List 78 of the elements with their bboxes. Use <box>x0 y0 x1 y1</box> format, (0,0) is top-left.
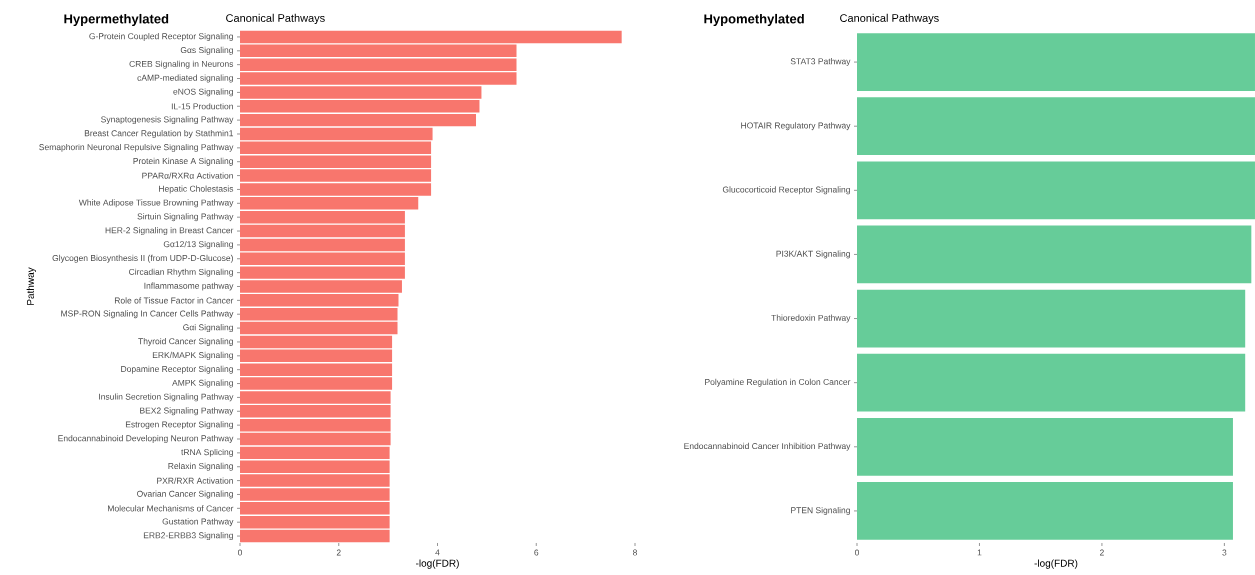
y-tick-label: HOTAIR Regulatory Pathway <box>741 122 851 131</box>
y-tick-label: Sirtuin Signaling Pathway <box>137 213 234 222</box>
x-tick-label: 4 <box>435 549 440 556</box>
y-tick-label: G-Protein Coupled Receptor Signaling <box>89 32 233 41</box>
y-tick-label: Glycogen Biosynthesis II (from UDP-D-Glucose) <box>52 254 233 263</box>
bar <box>857 289 1246 348</box>
bar <box>240 529 390 543</box>
y-tick-label: Gα12/13 Signaling <box>163 240 233 249</box>
bar <box>857 97 1255 156</box>
x-tick-label: 2 <box>1099 549 1104 556</box>
bar <box>857 482 1233 540</box>
y-tick-label: MSP-RON Signaling In Cancer Cells Pathway <box>61 310 234 319</box>
y-tick-label: Molecular Mechanisms of Cancer <box>108 505 234 512</box>
x-tick-label: 6 <box>534 549 539 556</box>
y-tick-label: Circadian Rhythm Signaling <box>129 268 233 277</box>
bar <box>857 417 1233 476</box>
y-tick-label: Dopamine Receptor Signaling <box>121 365 233 374</box>
bar <box>240 224 405 238</box>
y-tick-label: Insulin Secretion Signaling Pathway <box>99 393 234 402</box>
chart-subtitle: Canonical Pathways <box>226 13 325 25</box>
y-tick-label: BEX2 Signaling Pathway <box>140 407 234 416</box>
x-tick-label: 0 <box>237 549 243 556</box>
chart-title: Hypomethylated <box>704 13 804 27</box>
x-axis-title: -log(FDR) <box>1034 559 1078 569</box>
y-tick-label: Inflammasome pathway <box>144 282 234 291</box>
bar <box>857 33 1255 91</box>
y-tick-label: PPARα/RXRα Activation <box>142 172 233 179</box>
y-tick-label: Thioredoxin Pathway <box>771 314 851 323</box>
y-tick-label: Ovarian Cancer Signaling <box>137 490 233 499</box>
y-tick-label: eNOS Signaling <box>173 88 233 97</box>
bar <box>240 321 398 335</box>
y-tick-label: cAMP-mediated signaling <box>137 74 233 83</box>
y-tick-label: White Adipose Tissue Browning Pathway <box>78 199 234 208</box>
x-axis-title: -log(FDR) <box>416 559 459 569</box>
x-tick-label: 0 <box>854 549 860 556</box>
bar <box>857 161 1255 220</box>
y-tick-label: tRNA Splicing <box>181 448 233 457</box>
y-tick-label: ERK/MAPK Signaling <box>152 351 233 360</box>
x-tick-label: 3 <box>1222 549 1227 556</box>
text: Hypermethylated <box>64 13 169 27</box>
y-tick-label: Gαs Signaling <box>180 46 233 55</box>
y-tick-label: Endocannabinoid Cancer Inhibition Pathway <box>684 442 851 451</box>
y-tick-label: PXR/RXR Activation <box>157 477 233 484</box>
bar <box>240 335 393 349</box>
y-tick-label: Polyamine Regulation in Colon Cancer <box>705 378 851 387</box>
bar <box>857 225 1252 284</box>
chart-subtitle: Canonical Pathways <box>840 13 939 25</box>
bar <box>857 353 1246 412</box>
y-tick-label: PI3K/AKT Signaling <box>776 250 850 259</box>
bar <box>240 238 405 252</box>
y-tick-label: ERB2-ERBB3 Signaling <box>143 532 233 541</box>
y-tick-label: Estrogen Receptor Signaling <box>125 421 233 430</box>
y-tick-label: Glucocorticoid Receptor Signaling <box>722 186 850 195</box>
x-tick-label: 8 <box>633 549 637 556</box>
y-tick-label: Gαi Signaling <box>183 324 233 333</box>
y-tick-label: AMPK Signaling <box>172 379 233 388</box>
y-tick-label: Gustation Pathway <box>162 518 234 527</box>
bar <box>240 432 391 446</box>
y-tick-label: Synaptogenesis Signaling Pathway <box>101 116 234 125</box>
y-tick-label: IL-15 Production <box>171 103 233 110</box>
y-tick-label: Hepatic Cholestasis <box>159 185 234 194</box>
x-tick-label: 1 <box>977 549 982 556</box>
y-tick-label: Semaphorin Neuronal Repulsive Signaling Pathway <box>39 143 234 152</box>
y-tick-label: Relaxin Signaling <box>168 462 233 471</box>
y-tick-label: Thyroid Cancer Signaling <box>138 337 233 346</box>
y-tick-label: STAT3 Pathway <box>790 58 851 67</box>
bar <box>240 30 622 44</box>
x-tick-label: 2 <box>336 549 341 556</box>
y-tick-label: CREB Signaling in Neurons <box>129 60 234 69</box>
y-tick-label: PTEN Signaling <box>791 506 850 515</box>
y-tick-label: Endocannabinoid Developing Neuron Pathway <box>58 435 234 443</box>
y-axis-title: Pathway <box>26 267 36 305</box>
y-tick-label: Role of Tissue Factor in Cancer <box>114 297 234 304</box>
bar <box>240 113 477 127</box>
y-tick-label: HER-2 Signaling in Breast Cancer <box>105 227 234 235</box>
bar <box>240 127 433 141</box>
y-tick-label: Protein Kinase A Signaling <box>133 157 233 166</box>
y-tick-label: Breast Cancer Regulation by Stathmin1 <box>84 130 234 138</box>
